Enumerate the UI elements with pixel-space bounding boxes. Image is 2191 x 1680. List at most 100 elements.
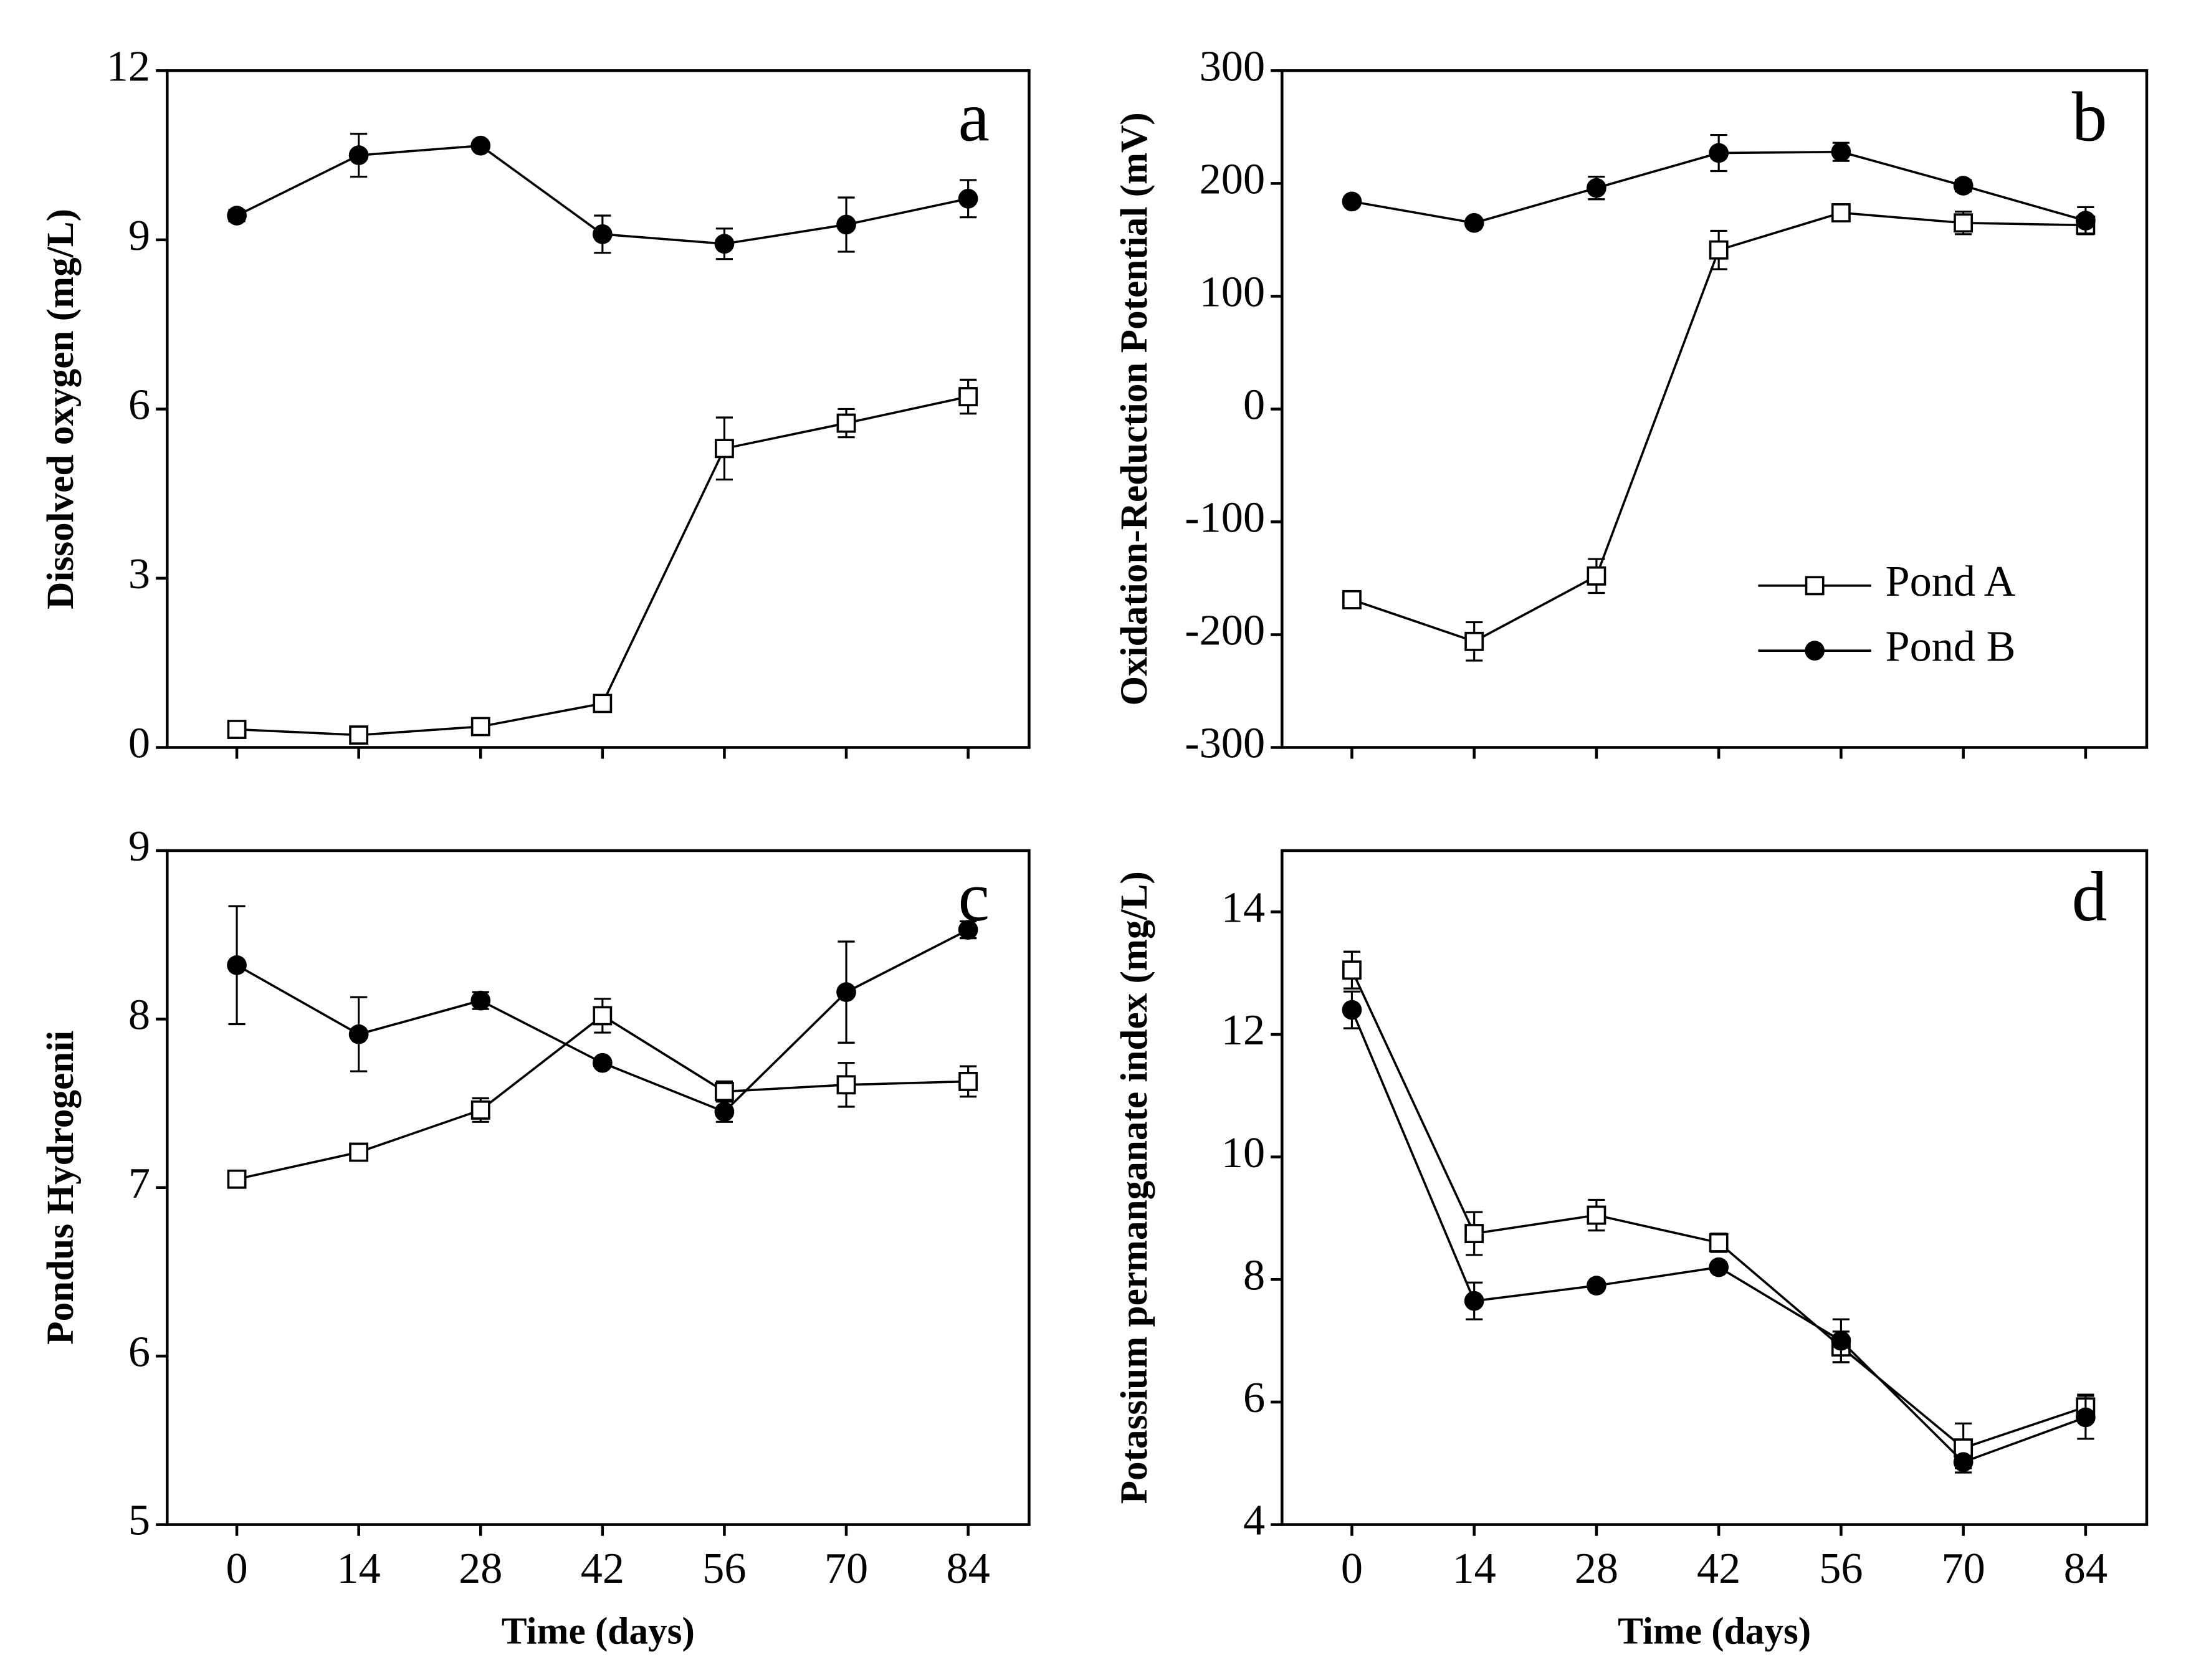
y-tick-label: 4 [1243,1496,1265,1545]
marker [1342,589,1362,609]
y-tick-label: 6 [128,1327,150,1376]
marker [1464,631,1484,651]
marker [1464,1291,1484,1311]
marker [470,1100,490,1120]
marker [592,224,613,244]
marker [2075,211,2096,231]
x-tick-label: 84 [2064,1544,2107,1593]
legend-label: Pond B [1886,622,2016,671]
x-tick-label: 42 [581,1544,624,1593]
y-tick-label: 5 [128,1496,150,1545]
y-tick-label: 6 [128,381,150,429]
y-axis-title: Oxidation-Reduction Potential (mV) [1113,112,1155,705]
marker [227,720,247,739]
y-tick-label: 7 [128,1159,150,1208]
marker [348,1024,369,1044]
panel: 0 3 6 9 12 Dissolved oxygen (mg/L) a [39,42,1031,768]
marker [2075,1407,2096,1428]
y-tick-label: 200 [1200,155,1265,204]
y-tick-label: 9 [128,211,150,260]
marker [348,145,369,166]
marker [227,1169,247,1189]
marker [714,1102,735,1122]
y-tick-label: 300 [1200,42,1265,90]
y-tick-label: 8 [1243,1251,1265,1299]
marker [470,990,491,1011]
x-tick-label: 14 [1453,1544,1496,1593]
legend-item: Pond B [1758,622,2015,671]
marker [1709,1233,1729,1253]
x-tick-label: 84 [946,1544,990,1593]
y-axis-title: Dissolved oxygen (mg/L) [39,209,82,609]
marker [1709,1257,1729,1277]
marker [958,920,978,940]
marker [470,135,491,156]
marker [715,1082,734,1102]
y-axis-title: Potassium permanganate index (mg/L) [1113,871,1155,1504]
x-tick-label: 28 [459,1544,502,1593]
y-tick-label: 100 [1200,268,1265,317]
legend-marker [1805,576,1825,596]
x-tick-label: 42 [1697,1544,1740,1593]
marker [958,1072,978,1091]
marker [1831,1330,1851,1351]
marker [227,206,247,226]
marker [836,214,856,235]
marker [1709,143,1729,163]
y-tick-label: 9 [128,822,150,871]
marker [349,725,369,745]
marker [958,387,978,406]
marker [836,413,856,433]
series-line [236,1014,968,1181]
series-line [236,395,969,737]
y-tick-label: -300 [1185,719,1265,768]
y-tick-label: 12 [107,42,150,90]
marker [836,1075,856,1095]
marker [714,234,735,254]
legend-label: Pond A [1886,557,2016,606]
x-tick-label: 0 [1341,1544,1363,1593]
y-tick-label: -100 [1185,494,1265,542]
x-tick-label: 0 [226,1544,247,1593]
x-tick-label: 70 [824,1544,868,1593]
marker [1587,178,1606,198]
marker [593,1006,613,1026]
plot-frame [1281,69,2149,749]
y-tick-label: 0 [1243,381,1265,429]
x-axis-title: Time (days) [502,1610,695,1652]
marker [1587,566,1606,586]
marker [1831,203,1851,222]
marker [1342,1000,1362,1020]
x-axis-title: Time (days) [1618,1610,1811,1652]
plot-frame [1281,849,2149,1526]
x-tick-label: 28 [1575,1544,1618,1593]
marker [470,717,490,737]
legend-item: Pond A [1758,557,2016,606]
panel: -300 -200 -100 0 100 200 300 Oxidation-Reductio… [1113,42,2149,768]
marker [1953,176,1974,196]
x-tick-label: 14 [337,1544,381,1593]
marker [1954,213,1974,233]
x-tick-label: 56 [1819,1544,1863,1593]
panel-letter: a [958,78,990,156]
panel: 4 6 8 10 12 14 0 14 28 42 56 70 84 Time (days) Potassi… [1113,849,2149,1652]
marker [349,1142,369,1162]
y-tick-label: 10 [1221,1129,1265,1177]
y-tick-label: 14 [1221,883,1265,932]
y-tick-label: 6 [1243,1373,1265,1422]
marker [1831,141,1851,162]
y-tick-label: 0 [128,719,150,768]
marker [1342,191,1362,212]
marker [958,188,978,209]
plot-frame [166,69,1031,749]
marker [1464,1224,1484,1243]
plot-frame [166,849,1031,1526]
marker [1953,1452,1974,1472]
marker [227,955,247,975]
marker [1464,212,1484,233]
panel-letter: d [2072,857,2107,936]
marker [592,1052,613,1073]
marker [1342,960,1362,980]
